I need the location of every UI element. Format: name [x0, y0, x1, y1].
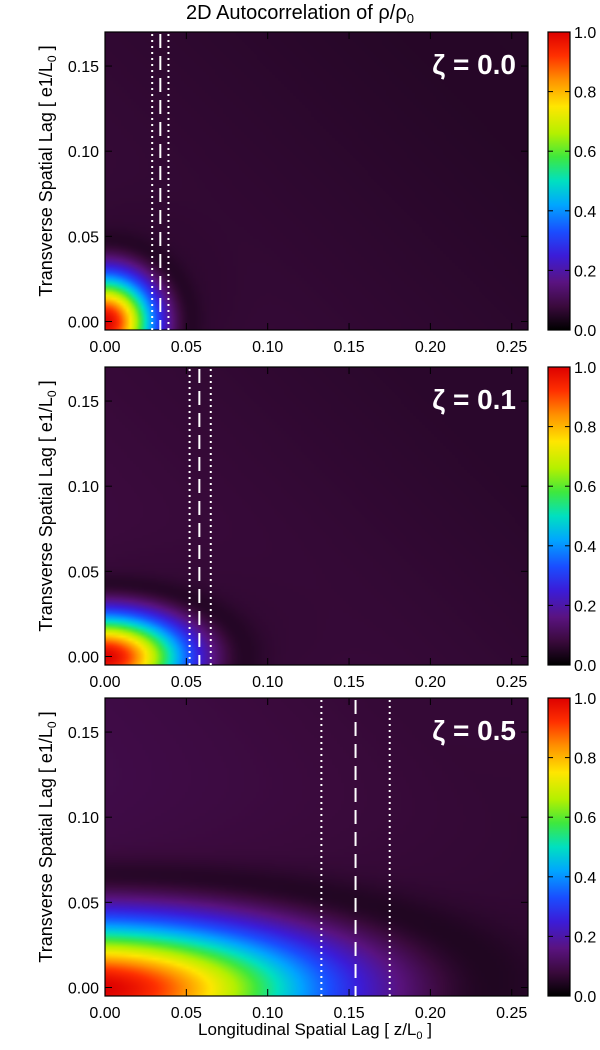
- x-tick-label: 0.15: [333, 339, 364, 356]
- plot-frame: [104, 697, 529, 997]
- heatmap-image: [105, 32, 528, 330]
- heatmap-image: [105, 367, 528, 665]
- chart-title: 2D Autocorrelation of ρ/ρ0: [186, 2, 414, 26]
- x-tick-label: 0.25: [496, 339, 527, 356]
- colorbar-tick-label: 0.0: [574, 658, 596, 675]
- colorbar-tick-label: 1.0: [574, 25, 596, 42]
- x-axis-label: Longitudinal Spatial Lag [ z/L0 ]: [198, 1020, 432, 1042]
- colorbar-tick-label: 0.6: [574, 810, 596, 827]
- plot-frame: [104, 366, 529, 666]
- plot-frame: [104, 31, 529, 331]
- colorbar-tick-label: 0.6: [574, 479, 596, 496]
- x-tick-label: 0.10: [252, 674, 283, 691]
- panel-2: ζ = 0.1 0.00 0.05 0.10 0.15 0.20 0.25 0.00 0.05 0…: [68, 360, 596, 691]
- x-tick-label: 0.10: [252, 339, 283, 356]
- x-tick-label: 0.25: [496, 1005, 527, 1022]
- colorbar-tick-label: 1.0: [574, 691, 596, 708]
- x-tick-label: 0.00: [89, 339, 120, 356]
- colorbar: [547, 31, 571, 331]
- colorbar-tick-label: 0.0: [574, 989, 596, 1006]
- colorbar-tick-label: 0.2: [574, 598, 596, 615]
- panels-layer: ζ = 0.0 0.00 0.05 0.10 0.15 0.20 0.25 0.00 0.05 0…: [68, 25, 596, 1022]
- panel-label: ζ = 0.0: [432, 49, 516, 80]
- x-tick-label: 0.15: [333, 674, 364, 691]
- y-tick-label: 0.00: [68, 649, 99, 666]
- colorbar-tick-label: 0.4: [574, 870, 596, 887]
- x-tick-label: 0.05: [171, 1005, 202, 1022]
- colorbar-tick-label: 0.6: [574, 144, 596, 161]
- x-tick-label: 0.05: [171, 339, 202, 356]
- colorbar-tick-label: 0.8: [574, 85, 596, 102]
- x-tick-label: 0.00: [89, 1005, 120, 1022]
- x-tick-label: 0.20: [415, 339, 446, 356]
- y-tick-label: 0.05: [68, 564, 99, 581]
- panel-1: ζ = 0.0 0.00 0.05 0.10 0.15 0.20 0.25 0.00 0.05 0…: [68, 25, 596, 356]
- x-tick-label: 0.20: [415, 674, 446, 691]
- x-tick-label: 0.00: [89, 674, 120, 691]
- y-tick-label: 0.10: [68, 144, 99, 161]
- x-tick-label: 0.25: [496, 674, 527, 691]
- y-tick-label: 0.10: [68, 810, 99, 827]
- y-axis-label: Transverse Spatial Lag [ e1/L0 ]: [36, 380, 59, 632]
- colorbar-tick-label: 0.4: [574, 204, 596, 221]
- y-tick-label: 0.15: [68, 725, 99, 742]
- heatmap-image: [105, 698, 528, 996]
- x-tick-label: 0.15: [333, 1005, 364, 1022]
- panel-label: ζ = 0.5: [432, 715, 516, 746]
- x-tick-label: 0.20: [415, 1005, 446, 1022]
- x-tick-label: 0.05: [171, 674, 202, 691]
- panel-label: ζ = 0.1: [432, 384, 516, 415]
- colorbar-tick-label: 0.0: [574, 323, 596, 340]
- y-tick-label: 0.00: [68, 980, 99, 997]
- colorbar-tick-label: 0.2: [574, 929, 596, 946]
- x-tick-label: 0.10: [252, 1005, 283, 1022]
- colorbar: [547, 697, 571, 997]
- colorbar: [547, 366, 571, 666]
- colorbar-tick-label: 0.8: [574, 420, 596, 437]
- y-tick-label: 0.10: [68, 479, 99, 496]
- panel-3: ζ = 0.5 0.00 0.05 0.10 0.15 0.20 0.25 0.00 0.05 0…: [68, 691, 596, 1022]
- y-tick-label: 0.05: [68, 229, 99, 246]
- colorbar-tick-label: 1.0: [574, 360, 596, 377]
- y-axis-label: Transverse Spatial Lag [ e1/L0 ]: [36, 711, 59, 963]
- colorbar-tick-label: 0.8: [574, 751, 596, 768]
- y-tick-label: 0.05: [68, 895, 99, 912]
- y-tick-label: 0.15: [68, 59, 99, 76]
- y-axis-label: Transverse Spatial Lag [ e1/L0 ]: [36, 45, 59, 297]
- colorbar-tick-label: 0.2: [574, 263, 596, 280]
- y-tick-label: 0.15: [68, 394, 99, 411]
- colorbar-tick-label: 0.4: [574, 539, 596, 556]
- y-tick-label: 0.00: [68, 314, 99, 331]
